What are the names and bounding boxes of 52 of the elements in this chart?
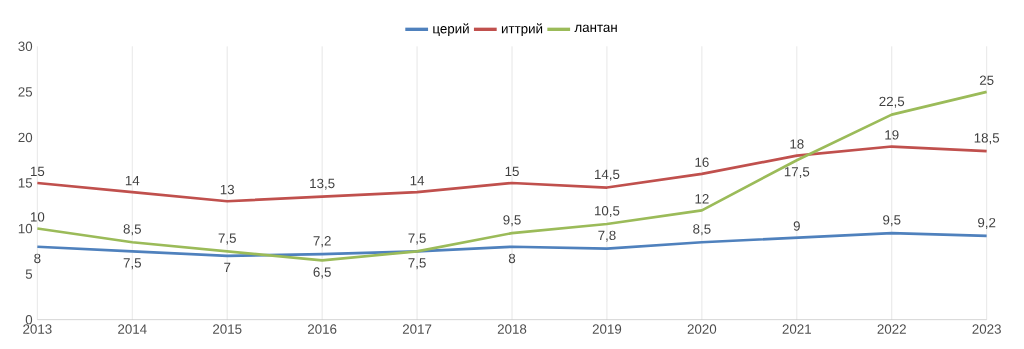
y-tick-label: 20 xyxy=(18,132,33,143)
data-label: 16 xyxy=(695,157,709,167)
x-tick-label: 2022 xyxy=(877,324,906,334)
data-label: 9,5 xyxy=(883,215,901,227)
data-label: 13,5 xyxy=(310,178,335,190)
data-label: 9,2 xyxy=(978,217,996,229)
data-label: 22,5 xyxy=(879,96,905,108)
data-label: 9,5 xyxy=(503,215,521,227)
data-label: 7,5 xyxy=(123,258,141,270)
y-tick-label: 25 xyxy=(18,87,33,97)
data-label: 12 xyxy=(695,194,709,204)
x-tick-label: 2013 xyxy=(23,324,52,334)
data-label: 14 xyxy=(410,175,425,186)
data-label: 8 xyxy=(508,253,516,264)
y-tick-label: 5 xyxy=(25,269,33,279)
data-label: 13 xyxy=(220,184,235,195)
data-label: 15 xyxy=(505,166,519,177)
x-tick-label: 2017 xyxy=(402,324,432,334)
data-label: 8,5 xyxy=(123,224,141,236)
data-label: 7,8 xyxy=(598,230,616,242)
data-label: 6,5 xyxy=(313,267,331,279)
x-tick-label: 2023 xyxy=(972,324,1001,334)
x-tick-label: 2015 xyxy=(213,324,242,334)
y-tick-label: 30 xyxy=(18,41,33,52)
data-label: 14 xyxy=(125,175,140,186)
data-label: 8 xyxy=(34,253,41,264)
data-label: 7,2 xyxy=(313,236,331,248)
data-label: 8,5 xyxy=(693,224,711,236)
x-tick-label: 2021 xyxy=(782,324,811,334)
legend-label: иттрий xyxy=(501,23,543,37)
data-label: 18,5 xyxy=(974,133,1000,145)
data-label: 14,5 xyxy=(594,169,620,181)
data-label: 7,5 xyxy=(218,233,236,245)
legend-label: лантан xyxy=(574,24,617,33)
y-tick-label: 0 xyxy=(25,314,33,325)
data-label: 18 xyxy=(790,139,804,149)
legend-label: церий xyxy=(433,23,469,37)
x-tick-label: 2014 xyxy=(118,324,147,334)
data-label: 17,5 xyxy=(784,167,810,179)
y-tick-label: 15 xyxy=(18,178,33,188)
data-label: 7,5 xyxy=(408,258,426,270)
data-label: 7,5 xyxy=(408,233,426,245)
data-label: 7 xyxy=(224,262,231,272)
x-tick-label: 2018 xyxy=(497,324,527,334)
data-label: 9 xyxy=(793,221,800,231)
y-tick-label: 10 xyxy=(18,223,33,234)
x-tick-label: 2019 xyxy=(592,324,622,334)
x-tick-label: 2020 xyxy=(687,324,717,334)
data-label: 19 xyxy=(885,130,899,140)
x-tick-label: 2016 xyxy=(307,324,337,334)
data-label: 10,5 xyxy=(594,206,620,218)
data-label: 25 xyxy=(979,75,994,85)
